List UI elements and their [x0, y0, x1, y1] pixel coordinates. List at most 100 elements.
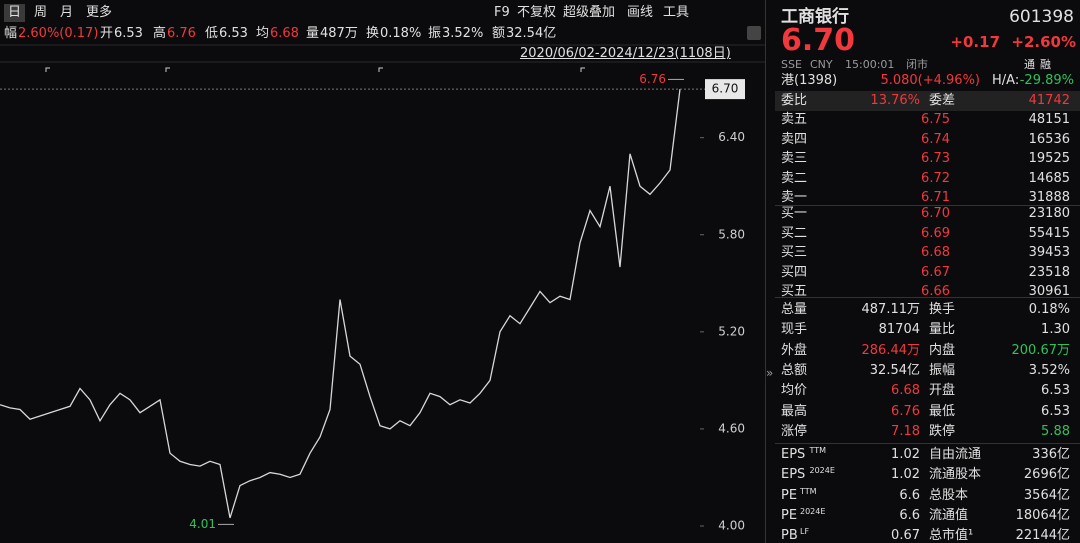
stat-value: 0.18% [1028, 302, 1070, 317]
hk-value: 5.080(+4.96%) [880, 73, 980, 88]
change: +0.17 [950, 33, 1000, 51]
fund-value: 336亿 [1032, 447, 1070, 462]
stat-value: 6.76 [891, 403, 920, 419]
fund-value: 6.6 [899, 507, 920, 523]
book-volume: 14685 [1028, 170, 1070, 186]
book-price: 6.70 [921, 206, 950, 221]
quote-meta: SSE [781, 58, 802, 71]
stat-value: 6.53 [219, 26, 248, 41]
last-price-label: 6.70 [712, 82, 739, 96]
fund-sup: TTM [800, 486, 817, 496]
date-range: 2020/06/02-2024/12/23(1108日) [520, 46, 731, 61]
y-tick-label: 6.40 [718, 130, 745, 144]
stat-value: 200.67万 [1011, 342, 1071, 358]
period-tab[interactable]: 月 [60, 5, 74, 20]
ha-label: H/A: [992, 73, 1020, 88]
tool-button[interactable]: 工具 [663, 5, 690, 20]
y-tick-label: 5.80 [718, 227, 745, 241]
period-markers [45, 67, 585, 72]
stat-label: 现手 [781, 322, 808, 338]
y-tick-label: 4.00 [718, 519, 745, 533]
stat-value: 7.18 [891, 423, 920, 439]
fund-label: 总市值¹ [929, 528, 974, 543]
stat-label: 换手 [929, 302, 956, 317]
price-chart: 6.40 5.80 5.20 4.60 4.00 6.70 6.76 4.01 [0, 26, 765, 533]
tag: 通 [1024, 58, 1035, 71]
stat-value: 5.88 [1041, 423, 1070, 439]
stat-label: 振 [428, 26, 442, 41]
book-price: 6.72 [921, 170, 950, 186]
fund-sup: TTM [809, 446, 827, 455]
fund-label: 自由流通 [929, 447, 982, 462]
fund-label: PE [781, 487, 798, 503]
book-price: 6.73 [921, 151, 950, 166]
stat-value: 6.68 [891, 383, 920, 399]
stat-value: 1.30 [1041, 322, 1070, 338]
stat-label: 跌停 [929, 423, 956, 439]
book-price: 6.66 [921, 284, 950, 299]
book-level: 买四 [781, 264, 808, 280]
quote-meta: 闭市 [906, 58, 928, 71]
stat-value: 487.11万 [861, 302, 921, 317]
order-ratio-band [775, 91, 1080, 111]
period-tab[interactable]: 更多 [86, 5, 113, 20]
stat-value: 81704 [878, 322, 920, 338]
tool-button[interactable]: 超级叠加 [563, 5, 616, 20]
price: 6.70 [781, 23, 856, 58]
stat-label: 总额 [781, 362, 808, 378]
stat-value: 6.76 [167, 26, 196, 41]
fund-label: EPS [781, 467, 806, 483]
book-volume: 30961 [1028, 284, 1070, 299]
stat-value: 3.52% [1028, 362, 1070, 378]
stat-value: 6.68 [270, 26, 299, 41]
y-tick-label: 4.60 [718, 421, 745, 435]
fund-value: 1.02 [891, 447, 920, 462]
period-tab[interactable]: 日 [4, 4, 26, 22]
tool-button[interactable]: F9 [494, 5, 510, 20]
stat-label: 量比 [929, 322, 956, 338]
book-level: 卖三 [781, 151, 808, 166]
price-line [0, 89, 681, 519]
stat-value: 6.53 [114, 26, 143, 41]
collapse-toggle[interactable]: » [766, 366, 774, 380]
last-price-tag [705, 79, 745, 100]
stat-value: 6.53 [1041, 403, 1070, 419]
stat-label: 总量 [781, 302, 808, 317]
tool-button[interactable]: 画线 [627, 5, 654, 20]
separator [775, 297, 1080, 298]
stat-label: 开 [100, 26, 114, 41]
fund-label: 流通值 [929, 507, 969, 523]
fund-label: PB [781, 528, 798, 543]
stat-label: 低 [205, 26, 219, 41]
ha-value: -29.89% [1019, 73, 1074, 88]
book-volume: 19525 [1028, 151, 1070, 166]
book-level: 买五 [781, 284, 808, 299]
stat-label: 振幅 [929, 362, 956, 378]
book-level: 买一 [781, 206, 808, 221]
book-volume: 16536 [1028, 131, 1070, 147]
wp-icon[interactable] [747, 26, 761, 40]
stat-label: 均价 [781, 383, 808, 399]
book-price: 6.69 [921, 225, 950, 241]
period-tab[interactable]: 周 [34, 5, 48, 20]
book-level: 买三 [781, 245, 808, 260]
stat-label: 内盘 [929, 342, 956, 358]
book-volume: 39453 [1028, 245, 1070, 260]
label: 委比 [781, 93, 808, 108]
book-price: 6.71 [921, 190, 950, 205]
stat-label: 幅 [4, 26, 18, 41]
quote-meta: 15:00:01 [845, 58, 895, 71]
quote-meta: CNY [810, 58, 833, 71]
book-volume: 23180 [1028, 206, 1070, 221]
stat-value: 0.18% [380, 26, 422, 41]
stat-label: 高 [153, 26, 167, 41]
stat-label: 换 [366, 26, 380, 41]
y-tick-label: 5.20 [718, 324, 745, 338]
tool-button[interactable]: 不复权 [517, 5, 557, 20]
stat-label: 最低 [929, 403, 956, 419]
stock-name: 工商银行 [781, 7, 849, 27]
stat-label: 开盘 [929, 383, 956, 399]
stock-code: 601398 [1009, 7, 1074, 27]
fund-value: 18064亿 [1015, 507, 1070, 523]
